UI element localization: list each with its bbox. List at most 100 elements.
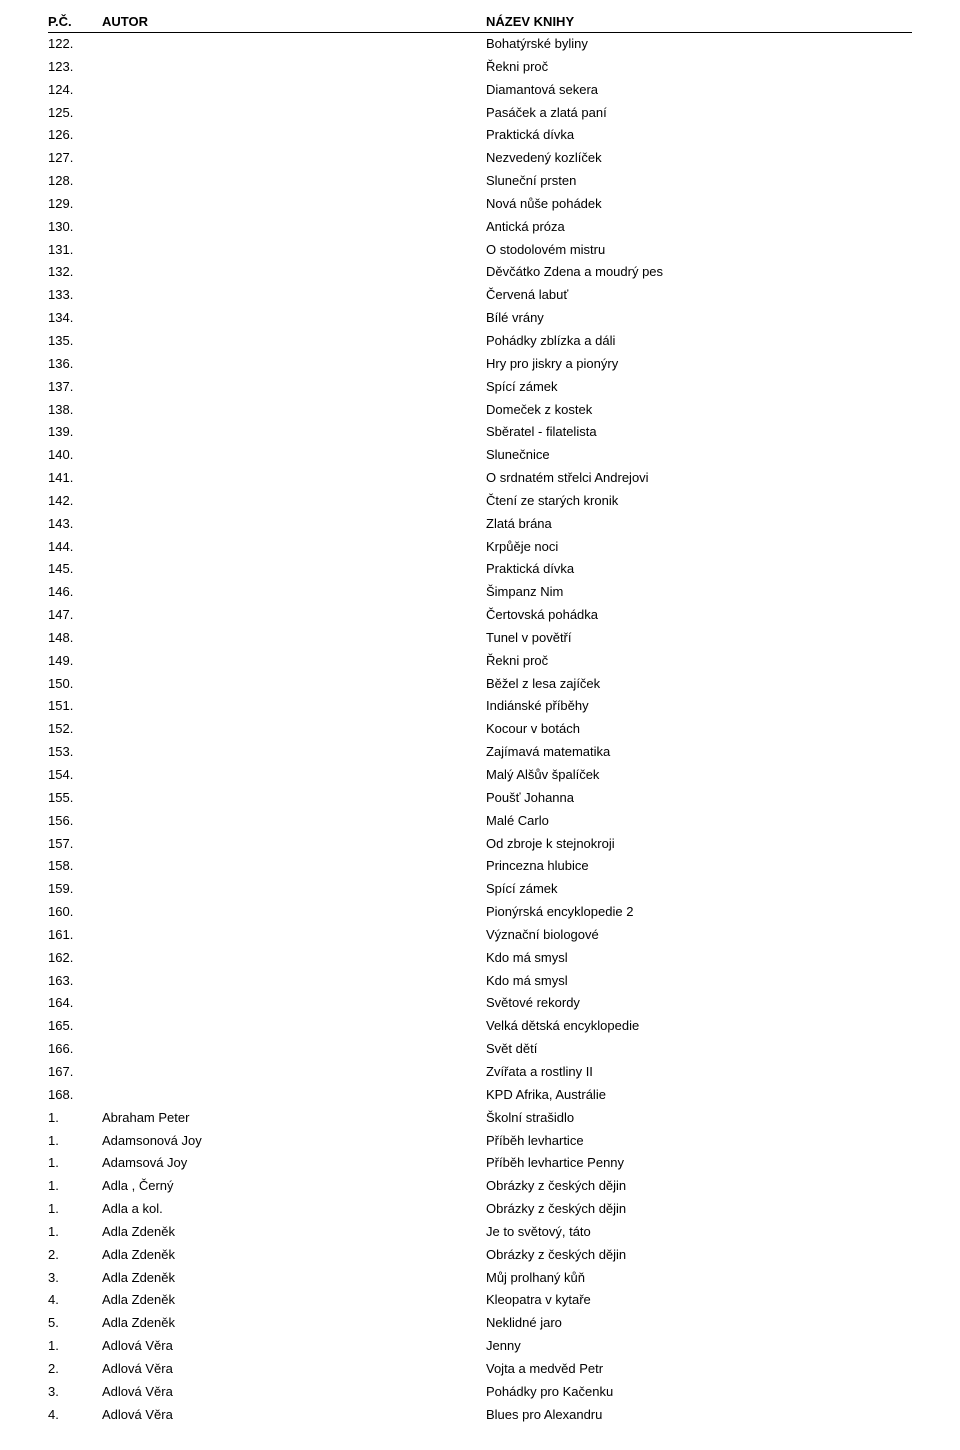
cell-title: O stodolovém mistru bbox=[486, 239, 912, 262]
cell-pc: 166. bbox=[48, 1038, 102, 1061]
table-row: 136.Hry pro jiskry a pionýry bbox=[48, 353, 912, 376]
cell-pc: 148. bbox=[48, 627, 102, 650]
cell-title: Zvířata a rostliny II bbox=[486, 1061, 912, 1084]
cell-author bbox=[102, 833, 486, 856]
cell-author bbox=[102, 673, 486, 696]
cell-title: Kdo má smysl bbox=[486, 947, 912, 970]
cell-author bbox=[102, 924, 486, 947]
cell-title: Běžel z lesa zajíček bbox=[486, 673, 912, 696]
cell-title: Zlatá brána bbox=[486, 513, 912, 536]
table-row: 152.Kocour v botách bbox=[48, 718, 912, 741]
cell-pc: 131. bbox=[48, 239, 102, 262]
cell-title: Tunel v povětří bbox=[486, 627, 912, 650]
table-row: 123.Řekni proč bbox=[48, 56, 912, 79]
cell-title: Můj prolhaný kůň bbox=[486, 1267, 912, 1290]
table-row: 151.Indiánské příběhy bbox=[48, 695, 912, 718]
table-row: 137.Spící zámek bbox=[48, 376, 912, 399]
cell-title: Děvčátko Zdena a moudrý pes bbox=[486, 261, 912, 284]
cell-pc: 3. bbox=[48, 1381, 102, 1404]
cell-pc: 155. bbox=[48, 787, 102, 810]
table-row: 156.Malé Carlo bbox=[48, 810, 912, 833]
table-row: 166.Svět dětí bbox=[48, 1038, 912, 1061]
cell-pc: 132. bbox=[48, 261, 102, 284]
cell-author bbox=[102, 650, 486, 673]
cell-pc: 145. bbox=[48, 558, 102, 581]
table-row: 165.Velká dětská encyklopedie bbox=[48, 1015, 912, 1038]
cell-title: Slunečnice bbox=[486, 444, 912, 467]
cell-pc: 153. bbox=[48, 741, 102, 764]
cell-pc: 1. bbox=[48, 1130, 102, 1153]
cell-pc: 162. bbox=[48, 947, 102, 970]
cell-author bbox=[102, 1084, 486, 1107]
table-row: 147.Čertovská pohádka bbox=[48, 604, 912, 627]
cell-pc: 163. bbox=[48, 970, 102, 993]
cell-author bbox=[102, 102, 486, 125]
table-row: 167.Zvířata a rostliny II bbox=[48, 1061, 912, 1084]
table-row: 148. Tunel v povětří bbox=[48, 627, 912, 650]
cell-title: Od zbroje k stejnokroji bbox=[486, 833, 912, 856]
cell-pc: 1. bbox=[48, 1198, 102, 1221]
cell-title: Sběratel - filatelista bbox=[486, 421, 912, 444]
cell-title: Pasáček a zlatá paní bbox=[486, 102, 912, 125]
table-row: 4.Adla ZdeněkKleopatra v kytaře bbox=[48, 1289, 912, 1312]
table-row: 138.Domeček z kostek bbox=[48, 399, 912, 422]
table-row: 140.Slunečnice bbox=[48, 444, 912, 467]
cell-author bbox=[102, 764, 486, 787]
cell-author bbox=[102, 399, 486, 422]
cell-pc: 127. bbox=[48, 147, 102, 170]
cell-author bbox=[102, 992, 486, 1015]
cell-author bbox=[102, 627, 486, 650]
table-row: 126.Praktická dívka bbox=[48, 124, 912, 147]
cell-title: Řekni proč bbox=[486, 56, 912, 79]
cell-author bbox=[102, 421, 486, 444]
cell-pc: 1. bbox=[48, 1152, 102, 1175]
cell-pc: 135. bbox=[48, 330, 102, 353]
cell-pc: 1. bbox=[48, 1335, 102, 1358]
cell-author bbox=[102, 695, 486, 718]
cell-title: Domeček z kostek bbox=[486, 399, 912, 422]
cell-author bbox=[102, 147, 486, 170]
cell-author bbox=[102, 124, 486, 147]
cell-title: Šimpanz Nim bbox=[486, 581, 912, 604]
table-body: 122.Bohatýrské byliny123.Řekni proč124.D… bbox=[48, 33, 912, 1427]
table-row: 125.Pasáček a zlatá paní bbox=[48, 102, 912, 125]
cell-pc: 129. bbox=[48, 193, 102, 216]
table-row: 1.Adla ZdeněkJe to světový, táto bbox=[48, 1221, 912, 1244]
table-row: 2.Adlová VěraVojta a medvěd Petr bbox=[48, 1358, 912, 1381]
cell-pc: 134. bbox=[48, 307, 102, 330]
cell-author: Adlová Věra bbox=[102, 1404, 486, 1427]
table-row: 146.Šimpanz Nim bbox=[48, 581, 912, 604]
table-row: 134.Bílé vrány bbox=[48, 307, 912, 330]
cell-pc: 157. bbox=[48, 833, 102, 856]
cell-author bbox=[102, 970, 486, 993]
table-row: 131. O stodolovém mistru bbox=[48, 239, 912, 262]
cell-author: Adlová Věra bbox=[102, 1358, 486, 1381]
cell-author bbox=[102, 718, 486, 741]
table-row: 168.KPD Afrika, Austrálie bbox=[48, 1084, 912, 1107]
table-row: 161.Význační biologové bbox=[48, 924, 912, 947]
cell-author bbox=[102, 581, 486, 604]
table-row: 133.Červená labuť bbox=[48, 284, 912, 307]
table-row: 162. Kdo má smysl bbox=[48, 947, 912, 970]
cell-author: Abraham Peter bbox=[102, 1107, 486, 1130]
cell-author bbox=[102, 307, 486, 330]
cell-title: Praktická dívka bbox=[486, 558, 912, 581]
cell-title: Čertovská pohádka bbox=[486, 604, 912, 627]
cell-pc: 2. bbox=[48, 1358, 102, 1381]
table-row: 135.Pohádky zblízka a dáli bbox=[48, 330, 912, 353]
cell-pc: 143. bbox=[48, 513, 102, 536]
cell-author bbox=[102, 467, 486, 490]
cell-title: Kocour v botách bbox=[486, 718, 912, 741]
cell-title: O srdnatém střelci Andrejovi bbox=[486, 467, 912, 490]
cell-title: Kleopatra v kytaře bbox=[486, 1289, 912, 1312]
cell-author bbox=[102, 33, 486, 56]
table-row: 154.Malý Alšův špalíček bbox=[48, 764, 912, 787]
cell-author: Adla , Černý bbox=[102, 1175, 486, 1198]
cell-pc: 154. bbox=[48, 764, 102, 787]
cell-title: Červená labuť bbox=[486, 284, 912, 307]
cell-author bbox=[102, 239, 486, 262]
table-row: 164.Světové rekordy bbox=[48, 992, 912, 1015]
cell-title: Školní strašidlo bbox=[486, 1107, 912, 1130]
cell-title: Diamantová sekera bbox=[486, 79, 912, 102]
cell-author bbox=[102, 1038, 486, 1061]
